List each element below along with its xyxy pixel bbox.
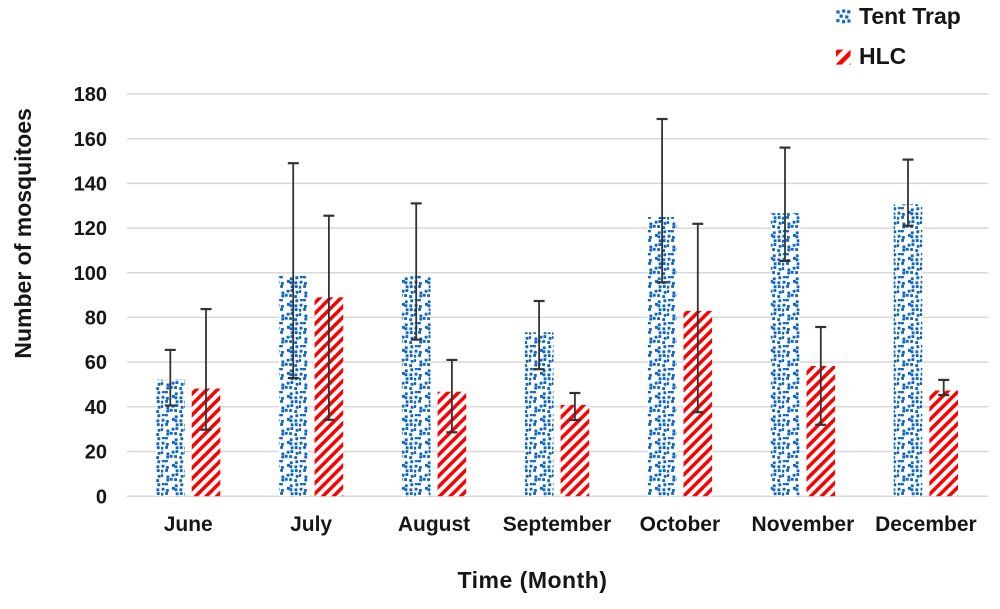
svg-text:Tent Trap: Tent Trap xyxy=(859,3,961,29)
svg-text:140: 140 xyxy=(74,174,107,196)
svg-text:20: 20 xyxy=(85,442,107,464)
svg-text:40: 40 xyxy=(85,397,107,419)
svg-text:August: August xyxy=(398,513,470,536)
svg-text:160: 160 xyxy=(74,129,107,151)
svg-text:December: December xyxy=(875,513,977,536)
svg-text:120: 120 xyxy=(74,218,107,240)
svg-text:September: September xyxy=(503,513,612,536)
svg-text:100: 100 xyxy=(74,263,107,285)
svg-text:180: 180 xyxy=(74,84,107,106)
svg-text:Number of mosquitoes: Number of mosquitoes xyxy=(10,108,36,358)
svg-text:June: June xyxy=(164,513,213,536)
svg-text:60: 60 xyxy=(85,352,107,374)
svg-text:November: November xyxy=(752,513,855,536)
svg-text:HLC: HLC xyxy=(859,43,906,69)
svg-text:80: 80 xyxy=(85,308,107,330)
svg-text:0: 0 xyxy=(96,486,107,508)
svg-text:July: July xyxy=(290,513,332,536)
svg-text:Time (Month): Time (Month) xyxy=(458,567,608,593)
svg-text:October: October xyxy=(640,513,721,536)
